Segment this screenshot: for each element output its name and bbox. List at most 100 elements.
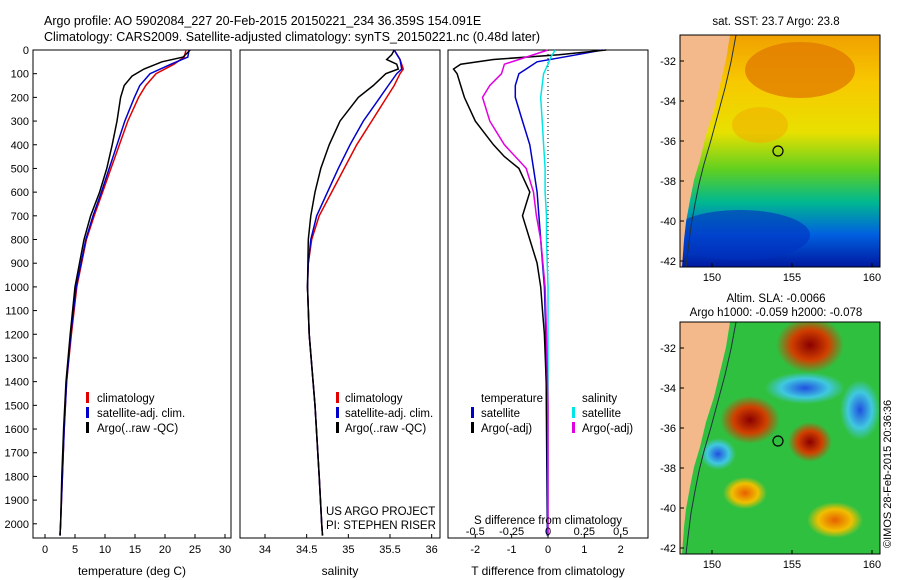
legend-title-salinity: salinity — [582, 393, 617, 405]
project-annotation: US ARGO PROJECT — [326, 506, 435, 518]
depth-tick-label: 900 — [11, 258, 29, 270]
sla-mid-south — [723, 477, 767, 509]
x-tick-label: 5 — [72, 544, 78, 556]
series-line-temperature-argo-adj- — [452, 49, 607, 536]
legend-swatch-climatology — [86, 392, 89, 403]
credit-text: ©IMOS 28-Feb-2015 20:36:36 — [882, 400, 894, 548]
sst-warm-patch — [745, 42, 855, 98]
pi-annotation: PI: STEPHEN RISER — [326, 520, 436, 532]
legend-title-temperature: temperature — [481, 393, 543, 405]
sla-title: Altim. SLA: -0.0066 — [726, 293, 825, 305]
depth-tick-label: 200 — [11, 92, 29, 104]
legend-swatch-sal-argo — [572, 422, 575, 433]
map-x-tick-label: 155 — [783, 559, 801, 571]
sst-frame — [679, 34, 881, 268]
depth-tick-label: 400 — [11, 140, 29, 152]
legend-swatch-argo — [336, 422, 339, 433]
map-y-tick-label: -42 — [660, 256, 676, 268]
map-y-tick-label: -42 — [660, 543, 676, 555]
legend-label-temp-satellite: satellite — [481, 408, 520, 420]
depth-tick-label: 1800 — [5, 471, 29, 483]
difference-top-label: S difference from climatology — [474, 515, 622, 527]
top-tick-label: -0.5 — [466, 526, 485, 538]
depth-tick-label: 800 — [11, 235, 29, 247]
legend-swatch-sal-satellite — [572, 407, 575, 418]
depth-tick-label: 1600 — [5, 424, 29, 436]
x-tick-label: 35 — [342, 544, 354, 556]
salinity-series — [306, 49, 405, 536]
depth-tick-label: 1900 — [5, 495, 29, 507]
legend-swatch-temp-satellite — [471, 407, 474, 418]
legend-label-argo: Argo(..raw -QC) — [97, 423, 178, 435]
sst-map — [680, 35, 880, 267]
depth-tick-label: 300 — [11, 116, 29, 128]
top-tick-label: -0.25 — [499, 526, 524, 538]
temperature-xlabel: temperature (deg C) — [78, 564, 186, 578]
temperature-legend: climatology satellite-adj. clim. Argo(..… — [86, 392, 185, 435]
sla-low-west — [700, 438, 736, 470]
depth-tick-label: 1300 — [5, 353, 29, 365]
difference-x-ticks: -2 -1 0 1 2 — [470, 534, 624, 556]
sla-map — [680, 322, 880, 554]
map-x-tick-label: 160 — [863, 559, 881, 571]
depth-tick-label: 600 — [11, 187, 29, 199]
map-x-tick-label: 150 — [703, 559, 721, 571]
sla-low-east — [840, 380, 880, 440]
legend-label-satellite: satellite-adj. clim. — [97, 408, 185, 420]
header-line1: Argo profile: AO 5902084_227 20-Feb-2015… — [44, 14, 481, 28]
map-y-tick-label: -36 — [660, 423, 676, 435]
series-line-argo-raw-qc- — [306, 49, 400, 536]
map-x-tick-label: 150 — [703, 272, 721, 284]
series-line-salinity-argo-adj- — [481, 49, 549, 536]
depth-tick-label: 1700 — [5, 448, 29, 460]
x-tick-label: 15 — [129, 544, 141, 556]
map-y-tick-label: -38 — [660, 176, 676, 188]
x-tick-label: 0 — [545, 544, 551, 556]
map-y-tick-label: -32 — [660, 56, 676, 68]
x-tick-label: 30 — [219, 544, 231, 556]
salinity-legend: climatology satellite-adj. clim. Argo(..… — [336, 392, 433, 435]
difference-xlabel: T difference from climatology — [471, 564, 625, 578]
sst-title: sat. SST: 23.7 Argo: 23.8 — [712, 16, 839, 28]
x-tick-label: 2 — [618, 544, 624, 556]
map-y-tick-label: -34 — [660, 96, 676, 108]
map-y-tick-label: -40 — [660, 503, 676, 515]
x-tick-label: 0 — [42, 544, 48, 556]
depth-axis: 0 100 200 300 400 500 600 700 800 900 1000 1100 1200… — [5, 45, 37, 531]
depth-tick-label: 1400 — [5, 377, 29, 389]
sla-low-north — [765, 372, 845, 404]
legend-swatch-climatology — [336, 392, 339, 403]
salinity-axes — [239, 49, 441, 539]
x-tick-label: 20 — [159, 544, 171, 556]
x-tick-label: 25 — [189, 544, 201, 556]
map-x-tick-label: 160 — [863, 272, 881, 284]
header-line2: Climatology: CARS2009. Satellite-adjuste… — [44, 30, 540, 44]
sla-high-east — [788, 422, 832, 462]
top-tick-label: 0.5 — [613, 526, 628, 538]
map-x-tick-label: 155 — [783, 272, 801, 284]
map-y-tick-label: -36 — [660, 136, 676, 148]
depth-tick-label: 1000 — [5, 282, 29, 294]
x-tick-label: 1 — [581, 544, 587, 556]
sst-cold-patch — [680, 210, 810, 260]
sst-argo-position-marker — [772, 145, 784, 157]
legend-swatch-satellite — [86, 407, 89, 418]
x-tick-label: -2 — [470, 544, 480, 556]
legend-label-temp-argo: Argo(-adj) — [481, 423, 532, 435]
top-tick-label: 0.25 — [574, 526, 595, 538]
temperature-series — [59, 49, 191, 536]
sst-shelf-contour — [685, 35, 737, 267]
top-tick-label: 0 — [545, 526, 551, 538]
sla-argo-position-marker — [772, 435, 784, 447]
sla-high-west — [720, 396, 780, 444]
depth-tick-label: 1100 — [5, 306, 29, 318]
difference-legend: temperature satellite Argo(-adj) salinit… — [471, 393, 633, 435]
x-tick-label: 35.5 — [379, 544, 400, 556]
legend-label-satellite: satellite-adj. clim. — [345, 408, 433, 420]
depth-tick-label: 1200 — [5, 329, 29, 341]
x-tick-label: 34.5 — [296, 544, 317, 556]
x-tick-label: -1 — [507, 544, 517, 556]
sst-land — [680, 35, 730, 267]
sla-high-north — [776, 322, 844, 373]
